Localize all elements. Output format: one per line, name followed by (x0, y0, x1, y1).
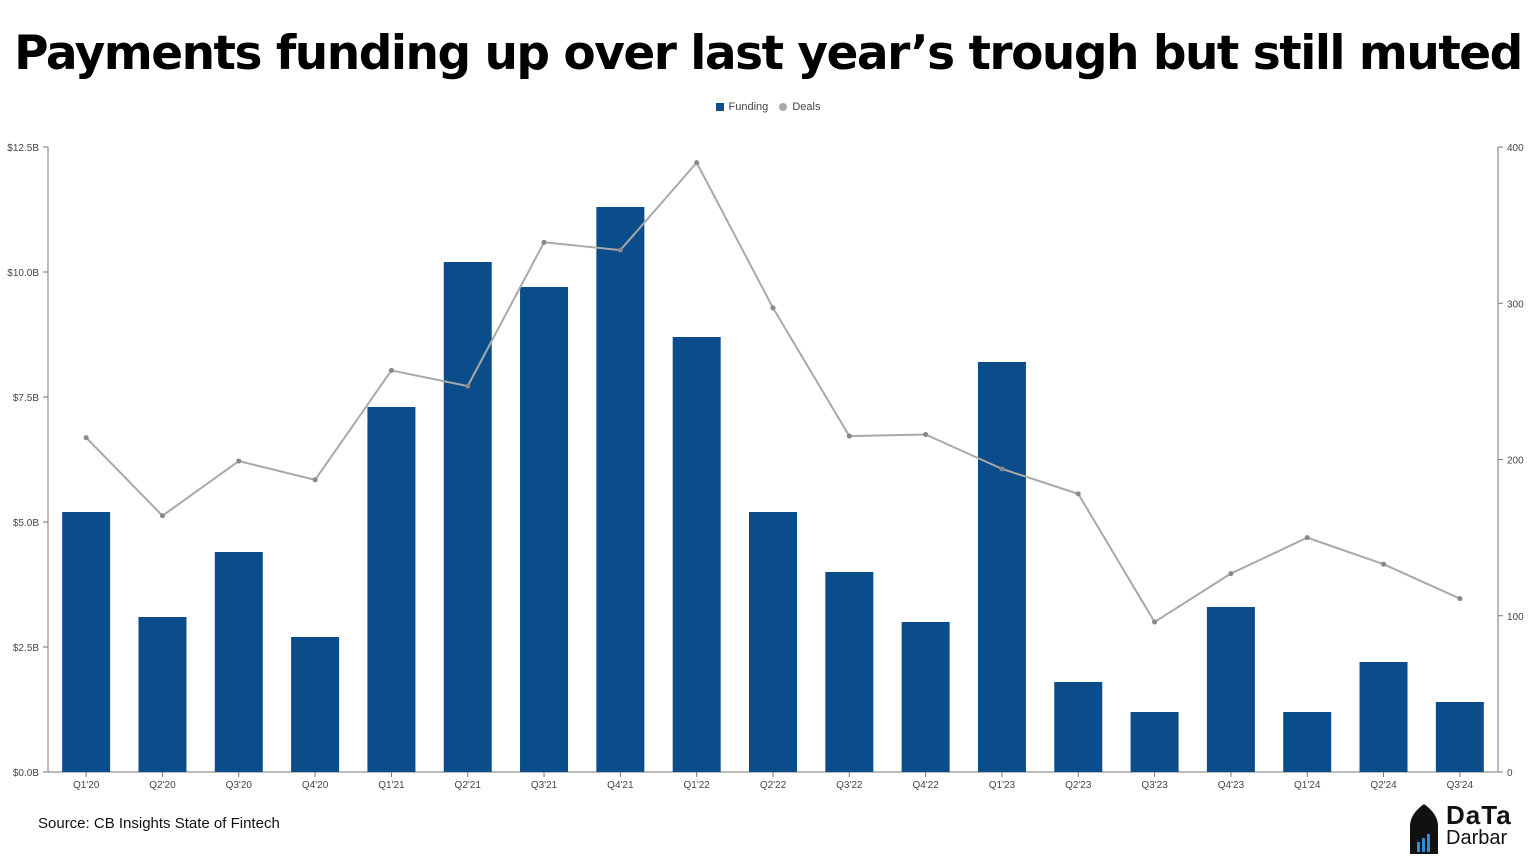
funding-bar (214, 552, 263, 772)
right-tick-label: 0 (1507, 768, 1513, 779)
x-tick-label: Q1'23 (989, 780, 1016, 791)
funding-bar (901, 622, 950, 772)
deals-point (846, 433, 852, 439)
right-tick-label: 100 (1507, 612, 1524, 623)
chart-title: Payments funding up over last year’s tro… (14, 26, 1523, 81)
funding-bar (138, 617, 187, 772)
deals-point (312, 477, 318, 483)
funding-bar (1130, 712, 1179, 772)
deals-point (541, 239, 547, 245)
funding-bar (291, 637, 340, 772)
right-tick-label: 400 (1507, 143, 1524, 154)
x-tick-label: Q3'24 (1447, 780, 1474, 791)
deals-point (923, 432, 929, 437)
deals-point (1381, 561, 1387, 567)
x-tick-label: Q3'20 (226, 780, 253, 791)
funding-bar (1206, 607, 1255, 772)
x-tick-label: Q4'23 (1218, 780, 1245, 791)
legend-label-funding: Funding (728, 101, 769, 113)
x-tick-label: Q1'24 (1294, 780, 1321, 791)
logo-text-data: DaTa (1446, 800, 1512, 830)
x-tick-label: Q4'21 (607, 780, 634, 791)
x-tick-label: Q2'21 (455, 780, 482, 791)
left-tick-label: $5.0B (13, 518, 39, 529)
legend: Funding Deals (0, 101, 1536, 113)
deals-point (999, 466, 1005, 472)
deals-point (1075, 491, 1081, 497)
deals-point (159, 513, 165, 519)
chart-canvas: $0.0B $2.5B $5.0B $7.5B $10.0B $12.5B 0 100 200 3… (7, 143, 1524, 791)
funding-bar (1054, 682, 1103, 772)
legend-label-deals: Deals (792, 101, 821, 113)
funding-bar (977, 362, 1026, 772)
deals-point (465, 383, 471, 389)
x-tick-label: Q4'20 (302, 780, 329, 791)
funding-swatch-icon (715, 103, 724, 111)
deals-swatch-icon (779, 103, 788, 111)
funding-bar (1359, 662, 1408, 772)
left-tick-label: $12.5B (7, 143, 39, 154)
deals-point (388, 367, 394, 373)
deals-point (1304, 535, 1310, 541)
deals-point (770, 305, 776, 311)
x-tick-label: Q3'22 (836, 780, 863, 791)
left-tick-label: $0.0B (13, 768, 39, 779)
right-tick-label: 300 (1507, 299, 1524, 310)
legend-item-deals[interactable]: Deals (779, 101, 820, 113)
deals-point (1228, 571, 1234, 577)
deals-point (236, 458, 242, 464)
deals-point (1152, 619, 1158, 625)
funding-bar (1283, 712, 1332, 772)
x-tick-label: Q1'21 (378, 780, 405, 791)
x-tick-label: Q3'23 (1141, 780, 1168, 791)
x-tick-label: Q1'20 (73, 780, 100, 791)
funding-bar (672, 337, 721, 772)
x-tick-label: Q4'22 (912, 780, 939, 791)
funding-bar (520, 287, 569, 772)
x-tick-label: Q2'24 (1370, 780, 1397, 791)
funding-bar (1435, 702, 1484, 772)
right-tick-label: 200 (1507, 456, 1524, 467)
source-note: Source: CB Insights State of Fintech (38, 815, 280, 832)
x-tick-label: Q1'22 (683, 780, 710, 791)
funding-bar (825, 572, 874, 772)
left-tick-label: $10.0B (7, 268, 39, 279)
left-tick-label: $7.5B (13, 393, 39, 404)
funding-bar (443, 262, 492, 772)
logo-text-darbar: Darbar (1446, 827, 1508, 849)
funding-bar (596, 207, 645, 772)
deals-point (694, 160, 700, 166)
x-tick-label: Q2'20 (149, 780, 176, 791)
data-darbar-logo: DaTa Darbar (1406, 800, 1524, 856)
x-tick-label: Q2'23 (1065, 780, 1092, 791)
funding-bar (367, 407, 416, 772)
left-tick-label: $2.5B (13, 643, 39, 654)
legend-item-funding[interactable]: Funding (715, 101, 769, 113)
mosque-logo-icon (1410, 804, 1438, 854)
funding-bar (62, 512, 111, 772)
deals-point (83, 435, 89, 441)
x-tick-label: Q3'21 (531, 780, 558, 791)
funding-bar (749, 512, 797, 772)
deals-point (1457, 596, 1463, 602)
x-tick-label: Q2'22 (760, 780, 787, 791)
deals-point (617, 247, 623, 253)
